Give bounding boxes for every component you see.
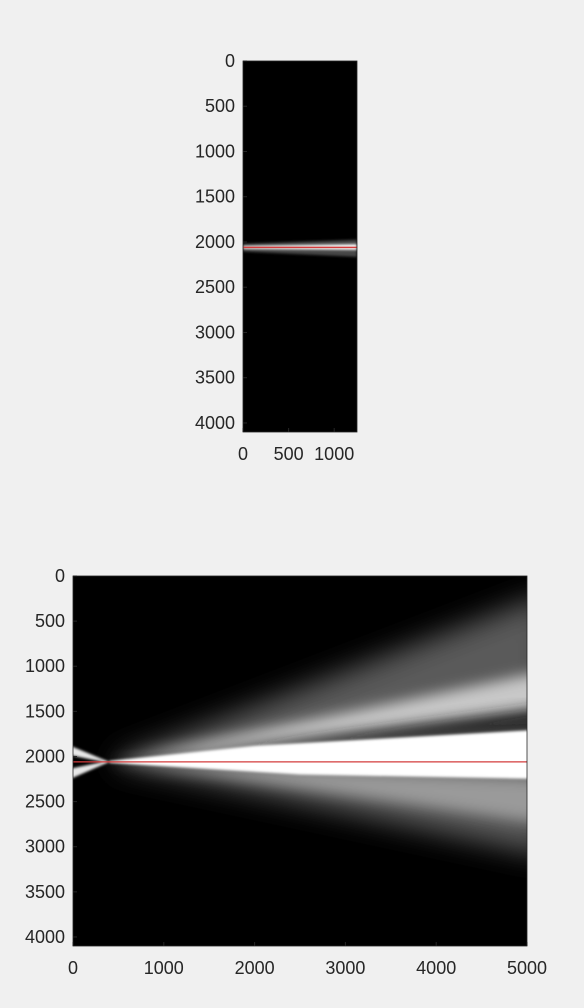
chart-top: 0 500 1000 1500 2000 2500 3000 3500 4000 0 500 100… xyxy=(195,51,358,464)
x-tick-label: 1000 xyxy=(144,958,184,978)
y-tick-label: 1500 xyxy=(25,701,65,721)
y-tick-label: 0 xyxy=(225,51,235,71)
y-tick-label: 500 xyxy=(205,96,235,116)
y-tick-label: 4000 xyxy=(195,413,235,433)
y-tick-label: 2500 xyxy=(25,792,65,812)
y-tick-label: 3500 xyxy=(25,882,65,902)
y-tick-label: 4000 xyxy=(25,927,65,947)
y-tick-label: 1500 xyxy=(195,187,235,207)
y-tick-label: 500 xyxy=(35,611,65,631)
x-axis-bottom: 0 1000 2000 3000 4000 5000 xyxy=(68,575,547,978)
chart-bottom: 0 500 1000 1500 2000 2500 3000 3500 4000 0 1000 20… xyxy=(25,566,547,978)
y-tick-label: 3000 xyxy=(195,322,235,342)
x-tick-label: 0 xyxy=(68,958,78,978)
y-tick-label: 1000 xyxy=(25,656,65,676)
x-tick-label: 5000 xyxy=(507,958,547,978)
y-tick-label: 0 xyxy=(55,566,65,586)
x-tick-label: 3000 xyxy=(325,958,365,978)
x-tick-label: 1000 xyxy=(314,444,354,464)
axes-frame xyxy=(242,60,358,433)
beam-fan-bottom xyxy=(73,601,527,852)
y-axis-top: 0 500 1000 1500 2000 2500 3000 3500 4000 xyxy=(195,51,247,433)
axes-frame xyxy=(72,575,528,947)
x-tick-label: 0 xyxy=(238,444,248,464)
x-axis-top: 0 500 1000 xyxy=(238,60,358,464)
x-tick-label: 500 xyxy=(274,444,304,464)
x-tick-label: 2000 xyxy=(235,958,275,978)
y-tick-label: 1000 xyxy=(195,141,235,161)
y-tick-label: 2000 xyxy=(195,232,235,252)
y-tick-label: 2500 xyxy=(195,277,235,297)
y-axis-bottom: 0 500 1000 1500 2000 2500 3000 3500 4000 xyxy=(25,566,77,947)
x-tick-label: 4000 xyxy=(416,958,456,978)
y-tick-label: 3000 xyxy=(25,837,65,857)
beam-band-top xyxy=(243,239,357,257)
y-tick-label: 3500 xyxy=(195,368,235,388)
y-tick-label: 2000 xyxy=(25,746,65,766)
